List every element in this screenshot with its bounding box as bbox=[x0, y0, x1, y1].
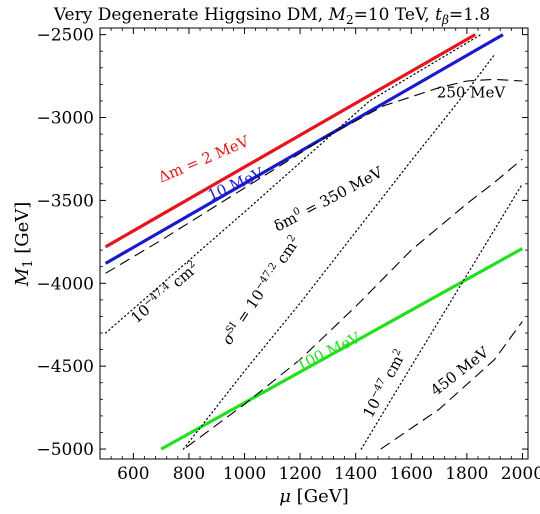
x-axis-label: μ [GeV] bbox=[279, 486, 349, 507]
series-450-mev bbox=[380, 321, 523, 450]
y-tick-label: −5000 bbox=[36, 440, 94, 460]
series-layer bbox=[104, 33, 524, 451]
series-si-10-47-2-cm2 bbox=[182, 53, 496, 450]
x-tick-label: 800 bbox=[173, 464, 205, 484]
label-10-mev: 10 MeV bbox=[205, 164, 267, 205]
y-axis-label: M1 [GeV] bbox=[12, 202, 36, 288]
label-m0-350-mev: δm0 = 350 MeV bbox=[271, 163, 387, 236]
x-tick-label: 600 bbox=[117, 464, 149, 484]
series-250-mev bbox=[105, 78, 523, 274]
series-m-2-mev bbox=[104, 33, 476, 249]
label-si-10-47-2-cm2: σSI = 10−47.2 cm2 bbox=[218, 233, 304, 348]
y-tick-label: −4000 bbox=[36, 274, 94, 294]
x-tick-label: 2000 bbox=[501, 464, 540, 484]
y-tick-label: −3500 bbox=[36, 191, 94, 211]
x-tick-label: 1800 bbox=[445, 464, 488, 484]
label-450-mev: 450 MeV bbox=[427, 342, 493, 399]
x-tick-label: 1600 bbox=[390, 464, 433, 484]
label-10-47-4-cm2: 10−47.4 cm2 bbox=[127, 259, 202, 327]
series-10-mev bbox=[104, 33, 504, 265]
label-100-mev: 100 MeV bbox=[294, 328, 364, 375]
series-100-mev bbox=[160, 247, 524, 451]
chart-title: Very Degenerate Higgsino DM, M2=10 TeV, … bbox=[53, 5, 490, 27]
label-250-mev: 250 MeV bbox=[437, 84, 507, 102]
tick-layer: 600 800 1000 1200 1400 1600 1800 2000 −5000 −4500… bbox=[36, 26, 540, 484]
y-tick-label: −3000 bbox=[36, 109, 94, 129]
x-tick-label: 1400 bbox=[334, 464, 377, 484]
y-tick-label: −4500 bbox=[36, 357, 94, 377]
y-tick-label: −2500 bbox=[36, 26, 94, 46]
x-tick-label: 1000 bbox=[223, 464, 266, 484]
series-10-47-4-cm2 bbox=[104, 33, 482, 334]
series-m0-350-mev bbox=[185, 158, 523, 448]
series-10-47-cm2 bbox=[360, 183, 524, 450]
x-tick-label: 1200 bbox=[278, 464, 321, 484]
plot-frame bbox=[99, 27, 529, 460]
